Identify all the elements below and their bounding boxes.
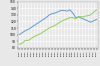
Transport routier de voyageurs	[43, 19, 44, 20]
Transport de marchandises	[28, 40, 29, 41]
Transport de marchandises	[37, 35, 38, 36]
Transport de marchandises	[78, 16, 79, 17]
Transport de marchandises	[25, 40, 26, 41]
Line: Transport routier de voyageurs: Transport routier de voyageurs	[20, 10, 96, 35]
Transport de marchandises	[72, 17, 73, 18]
Transport de marchandises	[52, 26, 53, 27]
Line: Transport de marchandises: Transport de marchandises	[20, 10, 96, 44]
Transport routier de voyageurs	[75, 17, 76, 18]
Transport de marchandises	[43, 31, 44, 32]
Transport de marchandises	[54, 25, 56, 26]
Transport de marchandises	[84, 16, 85, 17]
Transport de marchandises	[63, 20, 64, 21]
Transport routier de voyageurs	[63, 10, 64, 11]
Transport de marchandises	[40, 33, 41, 34]
Transport de marchandises	[34, 36, 35, 37]
Transport routier de voyageurs	[84, 19, 85, 20]
Transport routier de voyageurs	[46, 17, 47, 18]
Transport routier de voyageurs	[60, 10, 62, 11]
Transport routier de voyageurs	[34, 25, 35, 26]
Transport routier de voyageurs	[69, 9, 70, 10]
Transport de marchandises	[31, 38, 32, 39]
Transport de marchandises	[19, 44, 20, 45]
Transport routier de voyageurs	[93, 20, 94, 21]
Transport routier de voyageurs	[81, 18, 82, 19]
Transport routier de voyageurs	[57, 11, 59, 12]
Transport de marchandises	[87, 15, 88, 16]
Transport de marchandises	[96, 9, 97, 10]
Transport de marchandises	[69, 17, 70, 18]
Transport routier de voyageurs	[19, 34, 20, 35]
Transport de marchandises	[60, 21, 62, 22]
Transport routier de voyageurs	[40, 21, 41, 22]
Transport routier de voyageurs	[22, 32, 23, 33]
Transport routier de voyageurs	[25, 30, 26, 31]
Transport de marchandises	[66, 18, 68, 19]
Transport routier de voyageurs	[96, 19, 97, 20]
Transport de marchandises	[75, 18, 76, 19]
Transport routier de voyageurs	[28, 29, 29, 30]
Transport routier de voyageurs	[37, 23, 38, 24]
Transport routier de voyageurs	[90, 22, 91, 23]
Transport routier de voyageurs	[87, 20, 88, 21]
Transport de marchandises	[93, 12, 94, 13]
Transport routier de voyageurs	[52, 13, 53, 14]
Transport de marchandises	[57, 23, 59, 24]
Transport routier de voyageurs	[31, 27, 32, 28]
